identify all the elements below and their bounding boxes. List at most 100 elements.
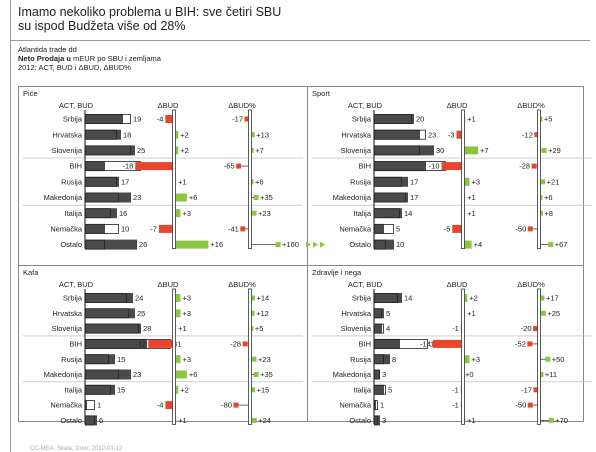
category-label: Italija — [64, 385, 82, 394]
category-label: Rusija — [350, 177, 372, 186]
act-value-label: 17 — [410, 193, 418, 202]
header-delta-bud: ΔBUD — [158, 101, 179, 110]
category-label: Srbija — [352, 115, 372, 124]
act-bar — [374, 293, 402, 303]
pct-pin-head — [233, 402, 239, 408]
delta-label: +1 — [178, 177, 187, 186]
delta-label: +3 — [471, 355, 480, 364]
delta-bar-positive — [174, 309, 181, 318]
delta-bar-positive — [174, 146, 179, 155]
overflow-arrow — [306, 241, 311, 248]
act-bar — [374, 338, 400, 349]
category-label: Ostalo — [349, 240, 371, 249]
delta-bar-positive — [463, 355, 470, 364]
act-value-label: 5 — [388, 385, 392, 394]
pct-label: -50 — [515, 401, 526, 410]
delta-bar-negative — [158, 224, 174, 233]
period-line: 2012: ACT, BUD i ΔBUD, ΔBUD% — [18, 63, 131, 72]
pct-pin-head — [534, 132, 540, 138]
pct-pin-head — [251, 356, 257, 362]
delta-axis — [461, 288, 465, 425]
category-label: Ostalo — [349, 416, 371, 425]
category-label: BIH — [358, 162, 371, 171]
pct-pin-head — [251, 417, 257, 423]
panel-title: Piće — [23, 89, 38, 98]
panel-kafa: Kafa ACT, BUD ΔBUD ΔBUD% Srbija 24 +3 +14 Hrvats… — [23, 268, 303, 426]
pct-pin-head — [545, 356, 551, 362]
measure-line: Neto Prodaja u mEUR po SBU i zemljama — [18, 54, 161, 63]
category-label: Hrvatska — [341, 309, 371, 318]
delta-label: +1 — [178, 324, 187, 333]
act-value-label: 15 — [117, 355, 125, 364]
act-bar — [85, 208, 117, 219]
delta-label: +1 — [467, 115, 476, 124]
left-rule — [10, 0, 11, 452]
category-label: Italija — [64, 209, 82, 218]
delta-label: +1 — [467, 209, 476, 218]
act-bar — [85, 354, 115, 365]
header-delta-bud-pct: ΔBUD% — [228, 101, 256, 110]
act-value-label: 5 — [386, 309, 390, 318]
act-bar — [374, 400, 376, 411]
delta-label: -14 — [420, 340, 431, 349]
act-value-label: 3 — [382, 370, 386, 379]
delta-label: -4 — [157, 401, 164, 410]
category-label: Italija — [353, 385, 371, 394]
act-value-label: 25 — [137, 309, 145, 318]
delta-label: +2 — [180, 146, 189, 155]
act-bar — [85, 384, 115, 395]
act-bar — [374, 176, 408, 187]
pct-label: -17 — [521, 385, 532, 394]
measure-bold: Neto Prodaja u — [18, 54, 71, 63]
pct-label: +13 — [256, 130, 269, 139]
pct-label: +23 — [258, 209, 271, 218]
grid-vertical-separator — [307, 86, 308, 422]
pct-label: -28 — [230, 340, 241, 349]
report-title: Imamo nekoliko problema u BIH: sve četir… — [18, 5, 538, 33]
pct-pin-head — [548, 242, 554, 248]
category-label: Nemačka — [50, 401, 83, 410]
delta-bar-negative — [165, 401, 174, 410]
category-label: Ostalo — [60, 416, 82, 425]
pct-label: -50 — [515, 225, 526, 234]
pct-axis — [248, 288, 252, 425]
act-bar — [85, 308, 135, 319]
act-value-label: 23 — [133, 370, 141, 379]
category-label: Nemačka — [339, 225, 372, 234]
panel-title: Kafa — [23, 268, 39, 277]
category-label: Italija — [353, 209, 371, 218]
overflow-arrow — [313, 241, 318, 248]
delta-label: +1 — [467, 309, 476, 318]
pct-pin-head — [253, 372, 259, 377]
pct-label: -41 — [228, 225, 239, 234]
pct-pin-head — [242, 341, 248, 347]
pct-axis — [537, 288, 541, 425]
delta-axis — [172, 109, 176, 250]
delta-bar-negative — [452, 224, 463, 233]
delta-label: +0 — [465, 370, 474, 379]
pct-pin-head — [236, 163, 242, 169]
act-value-label: 20 — [416, 115, 424, 124]
category-label: Nemačka — [339, 401, 372, 410]
category-label: Slovenija — [52, 146, 83, 155]
category-label: Ostalo — [60, 240, 82, 249]
category-label: Slovenija — [341, 146, 372, 155]
delta-label: -5 — [444, 225, 451, 234]
pct-pin-head — [527, 402, 533, 408]
pct-label: +35 — [260, 370, 273, 379]
delta-bar-positive — [174, 370, 187, 379]
act-bar — [85, 192, 131, 203]
panel-title: Sport — [312, 89, 331, 98]
act-bar — [85, 338, 147, 349]
pct-label: +6 — [544, 193, 553, 202]
act-value-label: 24 — [135, 294, 143, 303]
act-bar — [85, 145, 135, 156]
delta-bar-positive — [463, 146, 479, 155]
act-bar — [374, 223, 384, 234]
delta-label: +3 — [182, 294, 191, 303]
pct-label: -65 — [224, 162, 235, 171]
pct-pin-head — [240, 226, 246, 232]
pct-label: +160 — [282, 240, 299, 249]
delta-label: -4 — [157, 115, 164, 124]
